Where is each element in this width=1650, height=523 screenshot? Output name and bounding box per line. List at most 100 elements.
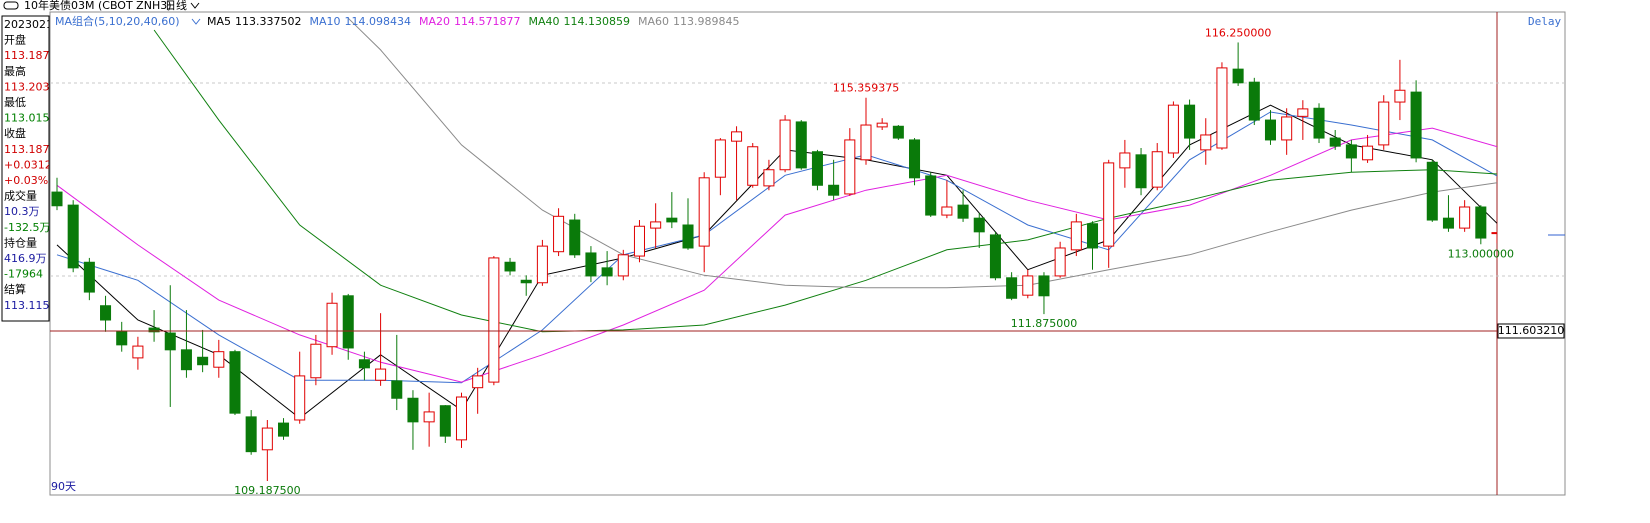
candle-body: [261, 427, 273, 451]
info-row: +0.0312: [4, 158, 52, 171]
legend-name: MA60: [638, 15, 669, 28]
extreme-label: 111.875000: [1011, 317, 1077, 330]
candle-body: [844, 139, 856, 195]
candle-body: [569, 219, 581, 256]
overlay: MA组合(5,10,20,40,60) MA5 113.337502 MA10 114.…: [51, 14, 1565, 497]
ma-line: [153, 29, 1497, 333]
candle-body: [811, 151, 823, 186]
candle-body: [229, 351, 241, 414]
legend-name: MA10: [310, 15, 341, 28]
candle-body: [763, 169, 775, 187]
candle-body: [1248, 81, 1260, 121]
info-row: 416.9万: [4, 252, 47, 265]
extreme-label: 116.250000: [1205, 26, 1271, 39]
info-panel: [1, 15, 50, 322]
candle-body: [455, 396, 468, 441]
candle-body: [1410, 91, 1422, 159]
candle-body: [1200, 134, 1212, 151]
candle-body: [666, 217, 678, 223]
candle-body: [1281, 116, 1293, 141]
candle-body: [1362, 145, 1374, 161]
candle-body: [51, 191, 63, 207]
candle-body: [342, 295, 354, 349]
candle-body: [941, 206, 953, 216]
candle-body: [1070, 221, 1082, 251]
candle-body: [779, 119, 791, 171]
info-row: 收盘: [4, 126, 26, 140]
candle-body: [536, 245, 548, 284]
candle-body: [1345, 144, 1357, 159]
candle-body: [957, 204, 969, 219]
candle-body: [1491, 232, 1497, 235]
chart-frame: [49, 11, 1566, 496]
candle-body: [633, 225, 645, 257]
candle-body: [650, 221, 662, 229]
extreme-label: 115.359375: [833, 82, 899, 95]
candle-body: [1022, 275, 1034, 296]
candle-body: [1054, 247, 1066, 277]
price-label-box: [1497, 323, 1565, 339]
info-row: 113.187: [4, 49, 50, 62]
candle-body: [148, 327, 160, 333]
candle-body: [1313, 107, 1325, 139]
legend-value: 113.337502: [235, 15, 301, 28]
candle-body: [698, 177, 710, 247]
candle-body: [1442, 217, 1454, 229]
candle-body: [1232, 68, 1244, 84]
candle-body: [553, 215, 565, 253]
info-row: 最低: [4, 96, 26, 109]
info-row: 开盘: [4, 33, 26, 47]
candle-body: [714, 139, 726, 178]
candle-body: [1151, 151, 1163, 188]
info-row: 113.203: [4, 80, 50, 93]
candle-body: [795, 121, 807, 169]
legend-name: MA20: [419, 15, 450, 28]
candle-body: [278, 422, 290, 437]
candle-body: [1459, 206, 1471, 229]
info-row: 2023021: [4, 18, 53, 31]
candle-body: [876, 122, 888, 128]
period-dropdown-arrow[interactable]: [190, 2, 200, 9]
candle-body: [1329, 137, 1341, 147]
candle-body: [1103, 162, 1115, 247]
candle-body: [1086, 223, 1099, 249]
ma-line: [347, 17, 1497, 289]
candle-body: [294, 375, 306, 421]
candle-body: [682, 224, 694, 249]
info-row: 113.187: [4, 143, 50, 156]
period-selector[interactable]: 日线: [165, 0, 187, 12]
candle-body: [601, 267, 613, 277]
candle-body: [520, 279, 532, 284]
info-row: 成交量: [4, 189, 37, 203]
legend-value: 114.130859: [564, 15, 630, 28]
candle-body: [423, 411, 435, 423]
candle-body: [747, 146, 759, 186]
info-row: -17964: [4, 268, 43, 281]
legend-name: MA40: [529, 15, 560, 28]
candle-body: [1394, 89, 1406, 103]
candle-body: [1264, 119, 1276, 141]
legend-name: MA5: [207, 15, 231, 28]
candle-body: [197, 356, 209, 366]
candle-body: [1006, 277, 1018, 299]
candle-body: [989, 234, 1001, 279]
candle-body: [1475, 206, 1487, 239]
candle-body: [585, 252, 597, 277]
candle-body: [245, 416, 257, 453]
candle-body: [132, 345, 144, 359]
candle-body: [1297, 108, 1309, 117]
price-label: 111.603210: [1498, 324, 1564, 337]
extreme-label: 109.187500: [234, 484, 300, 497]
candle-body: [504, 261, 516, 272]
info-row: +0.03%: [4, 174, 48, 187]
legend-title: MA组合(5,10,20,40,60): [55, 14, 180, 28]
delay-label: Delay: [1528, 15, 1561, 28]
candle-body: [213, 351, 225, 368]
symbol-title[interactable]: 10年美债03M (CBOT ZNH3): [24, 0, 172, 12]
header: 10年美债03M (CBOT ZNH3) 日线: [3, 0, 200, 12]
candle-body: [100, 305, 112, 321]
candle-body: [358, 359, 370, 369]
